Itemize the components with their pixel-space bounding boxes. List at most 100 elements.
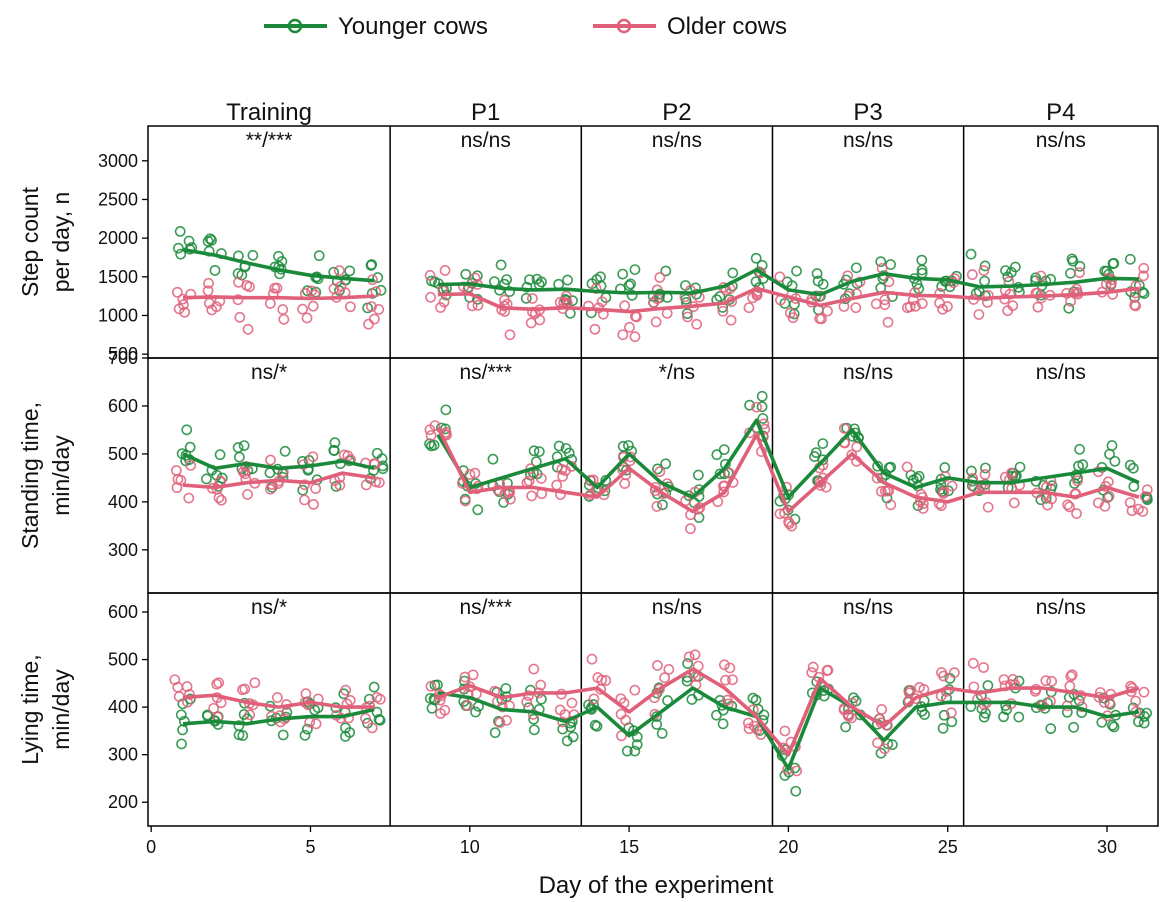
individual-point bbox=[946, 480, 958, 492]
x-tick-label: 10 bbox=[460, 837, 480, 857]
y-tick-label: 700 bbox=[108, 348, 138, 368]
individual-point bbox=[629, 264, 641, 275]
panel-frame bbox=[147, 592, 1159, 827]
individual-point bbox=[998, 674, 1010, 685]
individual-point bbox=[177, 724, 188, 736]
individual-point bbox=[184, 441, 196, 453]
individual-point bbox=[838, 423, 850, 434]
individual-point bbox=[429, 420, 441, 431]
individual-point bbox=[683, 651, 695, 663]
individual-point bbox=[1042, 499, 1054, 511]
x-tick-label: 5 bbox=[305, 837, 315, 857]
individual-point bbox=[623, 440, 634, 451]
individual-point bbox=[1074, 443, 1086, 455]
individual-point bbox=[269, 282, 281, 294]
individual-point bbox=[1008, 497, 1020, 509]
individual-point bbox=[811, 268, 823, 279]
individual-point bbox=[363, 318, 374, 330]
period-title: P4 bbox=[1046, 99, 1075, 126]
individual-point bbox=[822, 305, 833, 317]
individual-point bbox=[779, 725, 791, 737]
individual-point bbox=[750, 252, 762, 264]
individual-point bbox=[1138, 262, 1150, 274]
y-tick-label: 500 bbox=[108, 344, 138, 364]
individual-point bbox=[978, 711, 990, 723]
individual-point bbox=[241, 279, 253, 291]
individual-point bbox=[459, 495, 471, 507]
individual-point bbox=[214, 449, 226, 461]
individual-point bbox=[779, 770, 791, 781]
individual-point bbox=[979, 275, 990, 287]
individual-point bbox=[185, 459, 197, 471]
individual-point bbox=[169, 674, 181, 686]
series-line-younger bbox=[437, 268, 1139, 297]
individual-point bbox=[425, 291, 437, 303]
individual-point bbox=[213, 677, 225, 689]
individual-point bbox=[938, 670, 949, 682]
individual-point bbox=[717, 718, 729, 730]
individual-point bbox=[979, 469, 991, 480]
individual-point bbox=[372, 272, 384, 283]
individual-point bbox=[439, 265, 451, 276]
individual-point bbox=[171, 286, 183, 298]
individual-point bbox=[681, 308, 693, 320]
individual-point bbox=[751, 401, 762, 413]
legend-item-younger: Younger cows bbox=[264, 13, 488, 40]
individual-point bbox=[234, 311, 246, 323]
individual-point bbox=[344, 727, 356, 738]
individual-point bbox=[1065, 267, 1076, 279]
individual-point bbox=[1133, 716, 1144, 728]
individual-point bbox=[885, 461, 897, 473]
individual-point bbox=[791, 765, 803, 777]
individual-point bbox=[750, 276, 762, 288]
individual-point bbox=[435, 708, 446, 719]
individual-point bbox=[472, 299, 484, 311]
individual-point bbox=[333, 265, 345, 276]
individual-point bbox=[660, 458, 672, 470]
individual-point bbox=[244, 709, 256, 721]
individual-point bbox=[183, 492, 195, 504]
individual-point bbox=[310, 718, 322, 730]
individual-point bbox=[807, 661, 819, 673]
individual-point bbox=[727, 267, 739, 279]
individual-point bbox=[692, 469, 704, 481]
individual-point bbox=[528, 663, 540, 675]
individual-point bbox=[521, 696, 533, 708]
individual-point bbox=[779, 507, 790, 519]
individual-point bbox=[879, 299, 891, 311]
individual-point bbox=[242, 489, 253, 500]
individual-point bbox=[691, 318, 703, 330]
individual-point bbox=[660, 265, 672, 277]
individual-point bbox=[1101, 265, 1113, 277]
individual-point bbox=[1104, 448, 1115, 460]
individual-point bbox=[237, 466, 249, 478]
individual-point bbox=[840, 721, 852, 733]
y-axis-label: Step count bbox=[17, 186, 43, 297]
individual-point bbox=[308, 498, 319, 510]
individual-point bbox=[489, 727, 501, 739]
individual-point bbox=[820, 481, 832, 493]
individual-point bbox=[299, 729, 311, 741]
panel-frame bbox=[147, 125, 1159, 359]
individual-point bbox=[1073, 460, 1084, 472]
individual-point bbox=[273, 250, 284, 262]
individual-point bbox=[917, 503, 929, 514]
individual-point bbox=[504, 493, 516, 505]
individual-point bbox=[945, 707, 957, 719]
series-line-older bbox=[182, 294, 375, 301]
individual-point bbox=[533, 446, 545, 457]
individual-point bbox=[998, 711, 1009, 723]
individual-point bbox=[366, 301, 377, 312]
individual-point bbox=[173, 691, 185, 702]
individual-point bbox=[460, 268, 472, 280]
individual-point bbox=[910, 693, 922, 704]
individual-point bbox=[625, 278, 637, 290]
significance-label: ns/ns bbox=[652, 596, 702, 619]
individual-point bbox=[720, 674, 731, 686]
individual-point bbox=[617, 329, 629, 341]
y-tick-label: 500 bbox=[108, 650, 138, 670]
significance-label: ns/*** bbox=[459, 361, 512, 384]
individual-point bbox=[344, 301, 356, 313]
series-line-older bbox=[182, 471, 375, 490]
individual-point bbox=[1066, 669, 1078, 681]
